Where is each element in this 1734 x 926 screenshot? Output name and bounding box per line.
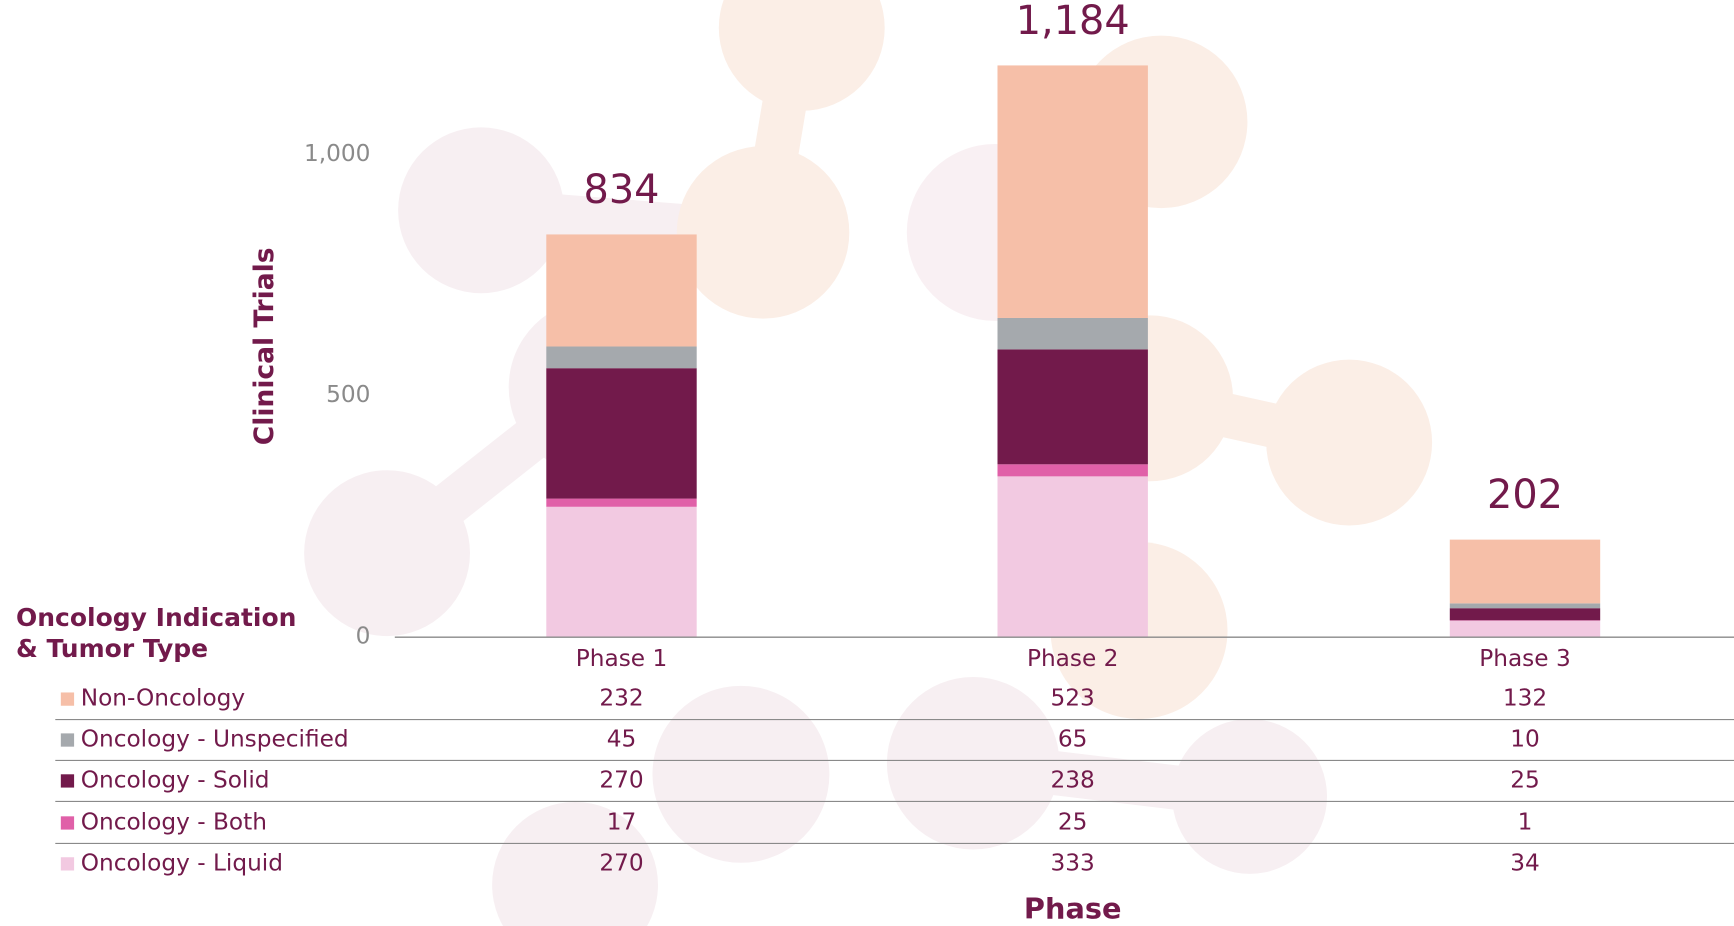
- table-title: Oncology Indication & Tumor Type: [16, 603, 297, 663]
- table-value: 270: [599, 766, 643, 793]
- table-value: 132: [1503, 685, 1547, 712]
- table-value: 238: [1051, 766, 1095, 793]
- y-axis-title: Clinical Trials: [249, 247, 280, 445]
- bar-segment: [997, 65, 1148, 318]
- legend-swatch: [60, 774, 75, 788]
- bar-segment: [546, 506, 697, 638]
- x-axis-title: Phase: [1024, 891, 1122, 925]
- table-value: 17: [607, 808, 637, 835]
- table-value: 25: [1510, 766, 1540, 793]
- table-value: 25: [1058, 808, 1088, 835]
- legend-label: Oncology - Both: [81, 808, 267, 835]
- legend-swatch: [60, 692, 75, 706]
- bar-segment: [997, 476, 1148, 638]
- bar-segment: [1449, 620, 1601, 638]
- table-value: 65: [1058, 726, 1088, 753]
- legend-label: Oncology - Unspecified: [81, 726, 349, 753]
- bar-segment: [1449, 608, 1601, 621]
- x-tick-label: Phase 3: [1479, 645, 1570, 672]
- legend-swatch: [60, 816, 75, 830]
- table-value: 333: [1051, 849, 1095, 876]
- background-decoration: [304, 0, 1433, 926]
- table-value: 10: [1510, 726, 1540, 753]
- legend-label: Oncology - Solid: [81, 766, 270, 793]
- legend-label: Non-Oncology: [81, 685, 246, 712]
- y-tick-label: 500: [326, 381, 370, 408]
- bar-segment: [997, 317, 1148, 350]
- bar-segment: [546, 234, 697, 347]
- bar-segment: [1449, 603, 1601, 609]
- bar-segment: [546, 498, 697, 507]
- bar-segment: [997, 464, 1148, 477]
- total-label: 834: [584, 167, 660, 213]
- total-label: 202: [1487, 472, 1563, 518]
- legend-swatch: [60, 733, 75, 747]
- x-tick-label: Phase 2: [1027, 645, 1118, 672]
- table-value: 34: [1510, 849, 1540, 876]
- table-value: 232: [599, 685, 643, 712]
- table-value: 1: [1518, 808, 1533, 835]
- y-tick-label: 0: [356, 623, 371, 650]
- table-value: 45: [607, 726, 637, 753]
- bar-segment: [546, 346, 697, 369]
- table-value: 523: [1051, 685, 1095, 712]
- y-tick-label: 1,000: [304, 140, 370, 167]
- bar-segment: [1449, 539, 1601, 604]
- bar-segment: [546, 368, 697, 499]
- table-value: 270: [599, 849, 643, 876]
- legend-swatch: [60, 857, 75, 871]
- x-tick-label: Phase 1: [576, 645, 667, 672]
- bar-segment: [997, 349, 1148, 465]
- legend-label: Oncology - Liquid: [81, 849, 283, 876]
- total-label: 1,184: [1016, 0, 1130, 44]
